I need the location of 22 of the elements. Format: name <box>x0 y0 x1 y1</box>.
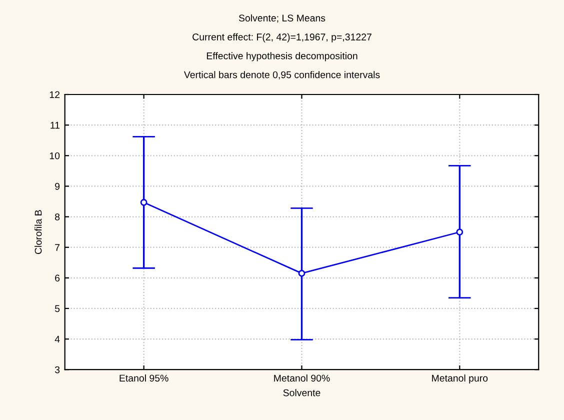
chart-title: Solvente; LS Means <box>238 14 326 23</box>
y-tick-label: 5 <box>54 305 60 312</box>
x-tick-label: Metanol 90% <box>274 374 330 382</box>
text: Vertical bars denote 0,95 confidence intervals <box>184 71 380 80</box>
text: Effective hypothesis decomposition <box>206 52 358 62</box>
y-tick-label: 6 <box>55 274 60 282</box>
y-tick-label: 7 <box>55 244 60 251</box>
y-tick-label: 12 <box>50 91 60 98</box>
y-tick-label: 3 <box>54 366 60 374</box>
point <box>298 270 306 277</box>
y-tick-label: 4 <box>54 336 60 343</box>
y-tick-label: 8 <box>55 214 60 220</box>
y-tick-label: 10 <box>50 152 60 160</box>
y-axis-title: Clorofila B <box>34 210 42 254</box>
y-tick-label: 9 <box>55 182 60 190</box>
x-tick-label: Etanol 95% <box>120 374 168 382</box>
point <box>456 228 464 236</box>
chart-subtitle: Current effect: F(2, 42)=1,1967, p=,31227 <box>192 33 372 42</box>
y-tick-label: 11 <box>50 122 60 129</box>
x-axis-title: Solvente <box>283 389 320 396</box>
x-tick-label: Metanol puro <box>432 374 488 384</box>
point <box>140 198 148 206</box>
